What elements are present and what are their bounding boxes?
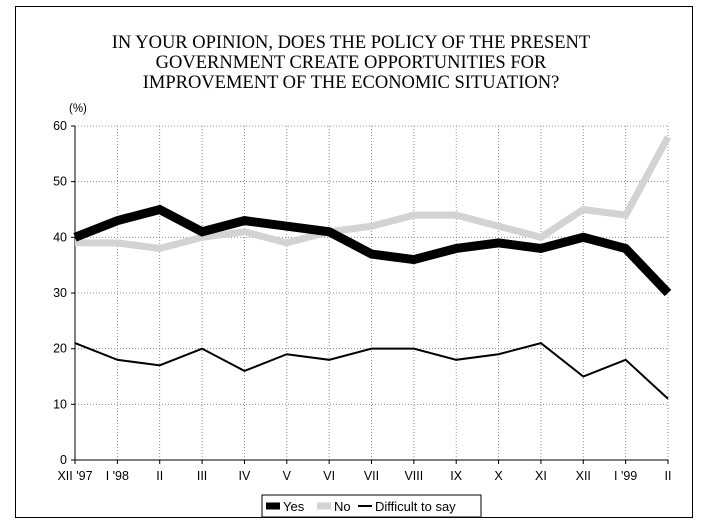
chart-title: IN YOUR OPINION, DOES THE POLICY OF THE … <box>0 33 702 93</box>
chart-title-line: IN YOUR OPINION, DOES THE POLICY OF THE … <box>111 33 591 53</box>
x-tick-label: X <box>494 469 503 483</box>
x-tick-label: I '99 <box>614 469 637 483</box>
y-tick-label: 40 <box>53 230 67 244</box>
y-tick-label: 30 <box>53 286 67 300</box>
legend-label-difficult-to-say: Difficult to say <box>375 499 456 514</box>
x-tick-label: II <box>665 469 672 483</box>
series-line-difficult-to-say <box>74 342 669 400</box>
grid <box>75 125 669 460</box>
x-tick-label: II <box>156 469 163 483</box>
y-unit-label: (%) <box>69 103 87 115</box>
series-layer <box>73 135 672 400</box>
x-tick-label: XII '97 <box>57 469 92 483</box>
x-tick-label: I '98 <box>106 469 129 483</box>
x-tick-label: IX <box>450 469 462 483</box>
chart-title-line: IMPROVEMENT OF THE ECONOMIC SITUATION? <box>142 73 560 93</box>
chart-frame <box>15 6 693 518</box>
x-tick-label: VII <box>364 469 379 483</box>
x-tick-label: XII <box>576 469 591 483</box>
legend-label-yes: Yes <box>283 499 305 514</box>
x-tick-label: IV <box>239 469 251 483</box>
y-tick-label: 50 <box>53 175 67 189</box>
y-axis-ticks: 0 10 20 30 40 50 60 <box>53 119 75 467</box>
series-line-no <box>75 135 672 253</box>
legend-label-no: No <box>334 499 351 514</box>
y-tick-label: 60 <box>53 119 67 133</box>
x-tick-label: XI <box>535 469 547 483</box>
y-tick-label: 20 <box>53 342 67 356</box>
x-tick-label: III <box>197 469 207 483</box>
x-tick-label: VIII <box>404 469 423 483</box>
x-tick-label: VI <box>323 469 335 483</box>
x-axis-ticks: XII '97 I '98 II III IV V VI VII VIII IX X XI XII I '… <box>57 460 671 483</box>
y-tick-label: 10 <box>53 397 67 411</box>
x-tick-label: V <box>283 469 292 483</box>
series-line-yes <box>73 204 672 297</box>
y-tick-label: 0 <box>60 453 67 467</box>
chart-title-line: GOVERNMENT CREATE OPPORTUNITIES FOR <box>155 53 547 73</box>
legend: Yes No Difficult to say <box>261 494 482 518</box>
